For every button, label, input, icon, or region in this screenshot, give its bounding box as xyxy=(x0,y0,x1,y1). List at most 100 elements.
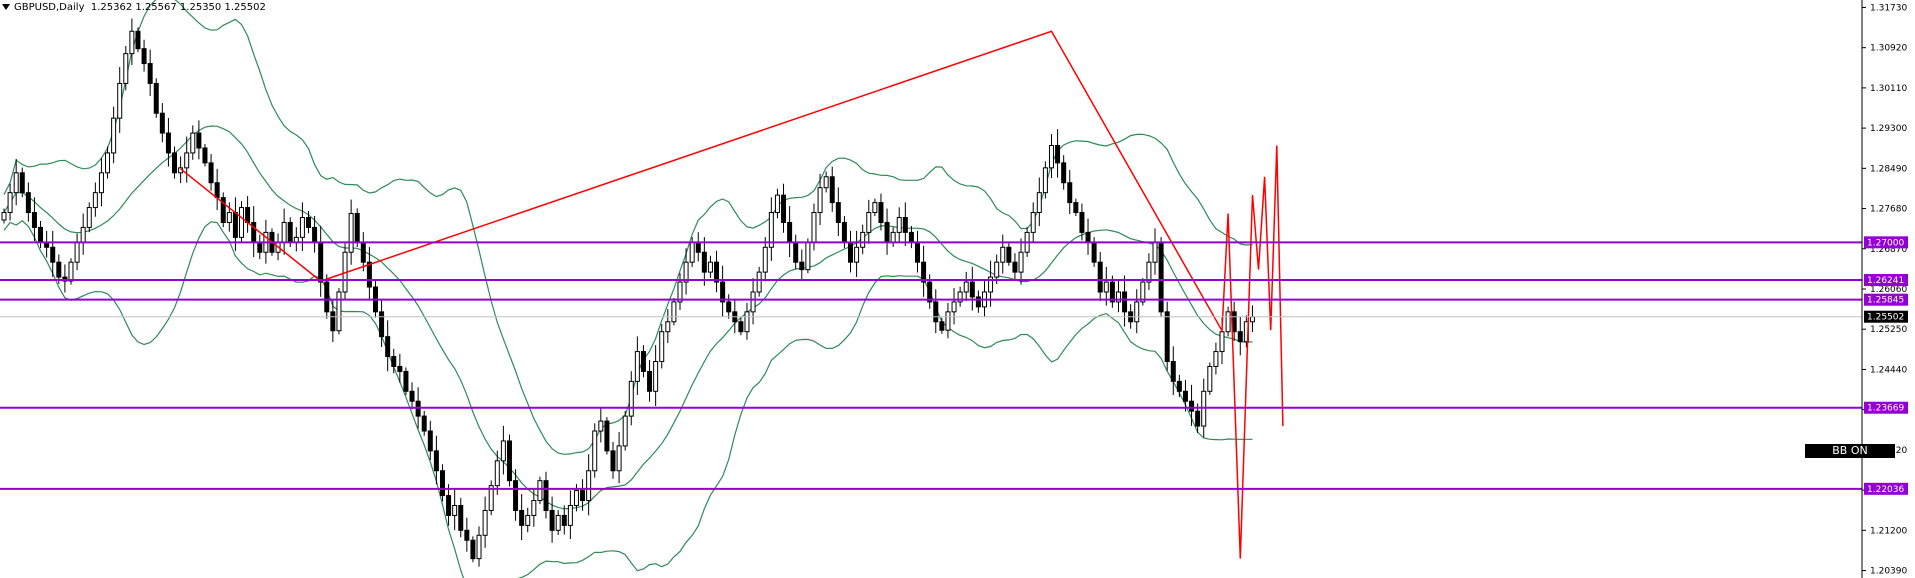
candle-bull xyxy=(1042,167,1048,194)
candle-bear xyxy=(647,370,653,392)
candle-bull xyxy=(488,485,494,511)
candle-bull xyxy=(1115,291,1121,303)
candle-bear xyxy=(464,529,470,541)
candle-bull xyxy=(866,212,872,233)
chevron-down-icon[interactable] xyxy=(2,4,10,10)
candle-bear xyxy=(385,336,391,358)
candle-bull xyxy=(567,505,573,526)
candle-bear xyxy=(403,370,409,392)
candle-bear xyxy=(56,261,62,278)
candle-bull xyxy=(1140,281,1146,303)
candle-bull xyxy=(1249,316,1255,323)
candle-bear xyxy=(561,514,567,526)
candle-bear xyxy=(933,301,939,323)
candle-bull xyxy=(896,216,902,233)
candle-bear xyxy=(543,480,549,511)
candle-bull xyxy=(482,509,488,536)
candle-bull xyxy=(1030,212,1036,233)
candle-bear xyxy=(878,202,884,223)
candle-bear xyxy=(354,213,360,243)
level-tag-label: 1.25845 xyxy=(1867,296,1904,306)
candle-bear xyxy=(19,172,25,194)
candle-bull xyxy=(500,440,506,462)
candle-bull xyxy=(890,231,896,243)
candle-bear xyxy=(360,241,366,263)
candle-bull xyxy=(1146,261,1152,283)
candle-bear xyxy=(1055,144,1061,164)
candle-bear xyxy=(726,301,732,313)
candle-bear xyxy=(391,356,397,367)
y-tick-label: 1.26060 xyxy=(1870,285,1907,295)
candle-bull xyxy=(92,192,98,209)
candle-bear xyxy=(902,216,908,233)
candle-bull xyxy=(525,514,531,526)
candle-bull xyxy=(80,226,86,243)
candle-bear xyxy=(884,221,890,243)
y-tick-label: 1.29300 xyxy=(1870,124,1907,134)
level-tag-label: 1.23669 xyxy=(1867,404,1904,414)
candle-bull xyxy=(98,172,104,194)
candle-bear xyxy=(1122,291,1128,313)
candle-bull xyxy=(768,212,774,248)
candle-bear xyxy=(1006,246,1012,263)
y-tick-label: 1.28490 xyxy=(1870,164,1907,174)
candle-bull xyxy=(628,380,634,417)
candle-bull xyxy=(994,261,1000,278)
candle-bull xyxy=(1225,311,1231,333)
y-tick-label: 1.27680 xyxy=(1870,205,1907,215)
candle-bear xyxy=(196,132,202,149)
y-tick-label: 1.31730 xyxy=(1870,3,1907,13)
candle-bear xyxy=(147,63,153,84)
candle-bear xyxy=(720,281,726,303)
candle-bull xyxy=(537,480,543,502)
candle-bull xyxy=(129,30,135,55)
candle-bull xyxy=(1,212,7,221)
level-tag xyxy=(1864,274,1908,287)
candle-bear xyxy=(799,261,805,271)
candle-bull xyxy=(7,192,13,214)
candle-bull xyxy=(756,271,762,293)
candle-bear xyxy=(458,505,464,531)
candle-bull xyxy=(683,261,689,283)
candle-bear xyxy=(1164,311,1170,362)
candle-bull xyxy=(598,420,604,432)
candle-bull xyxy=(348,213,354,253)
price-tags: 1.27000 1.26241 1.25845 1.23669 1.22036 1.255… xyxy=(1864,236,1908,495)
candle-bull xyxy=(531,500,537,516)
candle-bull xyxy=(988,276,994,293)
candle-bear xyxy=(969,281,975,298)
candle-bull xyxy=(226,212,232,223)
candle-bull xyxy=(1207,365,1213,392)
candle-bear xyxy=(610,450,616,472)
candle-bull xyxy=(665,321,671,333)
candle-bear xyxy=(318,241,324,283)
candle-bear xyxy=(1195,410,1201,427)
candle-bull xyxy=(281,221,287,243)
horizontal-levels[interactable] xyxy=(0,241,1862,490)
candle-bear xyxy=(787,221,793,243)
candle-bull xyxy=(586,470,592,502)
candle-bear xyxy=(245,207,251,223)
bb-toggle-button[interactable]: BB ON xyxy=(1805,444,1895,458)
candle-bear xyxy=(915,241,920,263)
candle-bear xyxy=(306,216,311,228)
candle-bull xyxy=(13,172,19,194)
candle-bear xyxy=(1079,212,1085,233)
candle-bull xyxy=(689,241,695,263)
candle-bull xyxy=(951,301,957,313)
candle-bear xyxy=(153,82,159,114)
candle-bear xyxy=(738,321,744,333)
candle-bull xyxy=(111,117,117,154)
candle-bull xyxy=(744,311,750,333)
y-tick-label: 1.30110 xyxy=(1870,84,1907,94)
candle-bear xyxy=(939,321,945,331)
candle-bear xyxy=(1109,281,1115,303)
level-tag xyxy=(1864,401,1908,414)
candle-bull xyxy=(811,212,817,243)
candle-bear xyxy=(1061,162,1067,184)
candle-bear xyxy=(1237,331,1243,343)
candle-bull xyxy=(872,202,878,214)
candle-bear xyxy=(640,351,646,372)
candle-bear xyxy=(232,212,238,238)
